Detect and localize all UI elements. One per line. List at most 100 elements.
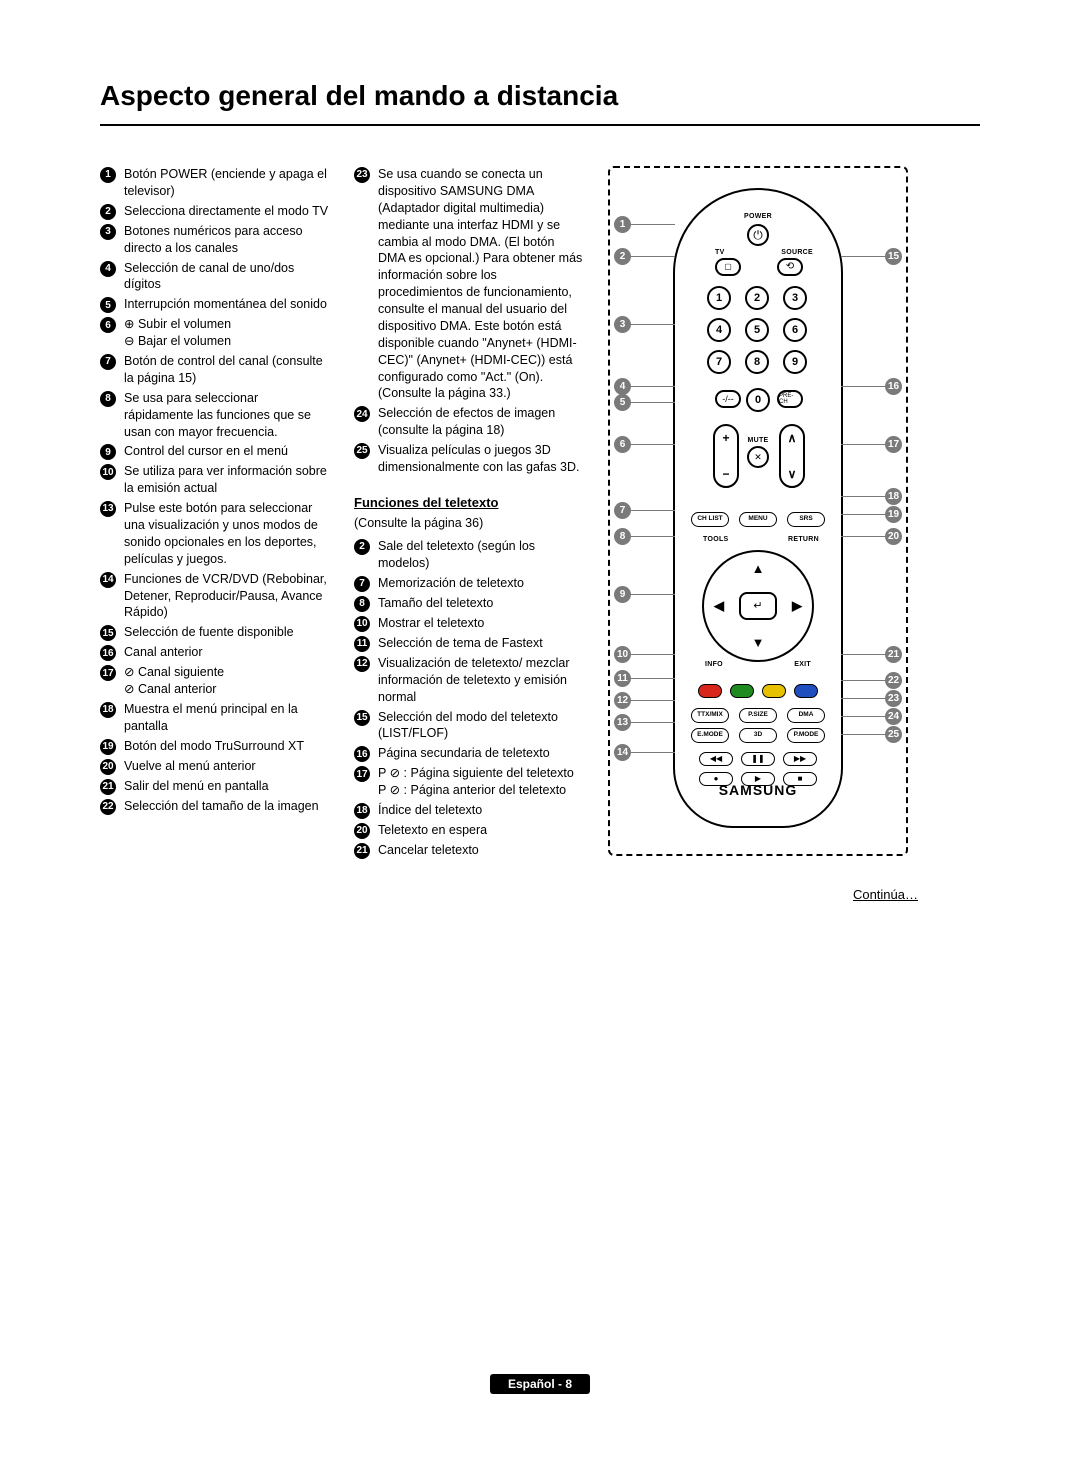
item-text: Cancelar teletexto <box>378 842 584 859</box>
leader-line <box>631 402 675 403</box>
item-number-badge: 10 <box>100 464 116 480</box>
zero-button: 0 <box>746 388 770 412</box>
brand-logo: SAMSUNG <box>719 781 798 800</box>
item-text: Muestra el menú principal en la pantalla <box>124 701 330 735</box>
list-item: 15Selección del modo del teletexto (LIST… <box>354 709 584 743</box>
return-label: RETURN <box>788 535 819 544</box>
list-item: 24Selección de efectos de imagen (consul… <box>354 405 584 439</box>
number-pad: 123456789 <box>707 286 809 374</box>
callout-16: 16 <box>885 378 902 395</box>
row-emode: E.MODE 3D P.MODE <box>691 728 825 743</box>
leader-line <box>631 752 675 753</box>
callout-3: 3 <box>614 316 631 333</box>
list-item: 23Se usa cuando se conecta un dispositiv… <box>354 166 584 402</box>
column-middle: 23Se usa cuando se conecta un dispositiv… <box>354 166 584 904</box>
num-button-1: 1 <box>707 286 731 310</box>
item-text: Selección del tamaño de la imagen <box>124 798 330 815</box>
num-button-2: 2 <box>745 286 769 310</box>
item-number-badge: 21 <box>100 779 116 795</box>
tv-label: TV <box>715 248 725 257</box>
yellow-button <box>762 684 786 698</box>
content-columns: 1Botón POWER (enciende y apaga el televi… <box>100 166 980 904</box>
remote-diagram: POWER ⏻ TV ▢ SOURCE ⟲ 123456789 -/-- 0 P… <box>608 166 908 856</box>
item-text: Tamaño del teletexto <box>378 595 584 612</box>
item-number-badge: 25 <box>354 443 370 459</box>
item-text: Sale del teletexto (según los modelos) <box>378 538 584 572</box>
callout-6: 6 <box>614 436 631 453</box>
list-item: 20Teletexto en espera <box>354 822 584 839</box>
list-item: 25 Visualiza películas o juegos 3D dimens… <box>354 442 584 476</box>
item-number-badge: 21 <box>354 843 370 859</box>
list-item: 12Visualización de teletexto/ mezclar in… <box>354 655 584 706</box>
item-text: Botón del modo TruSurround XT <box>124 738 330 755</box>
list-item: 21 Cancelar teletexto <box>354 842 584 859</box>
item-number-badge: 19 <box>100 739 116 755</box>
callout-17: 17 <box>885 436 902 453</box>
callout-20: 20 <box>885 528 902 545</box>
item-text: ⊘ Canal siguiente ⊘ Canal anterior <box>124 664 330 698</box>
callout-12: 12 <box>614 692 631 709</box>
list-item: 1Botón POWER (enciende y apaga el televi… <box>100 166 330 200</box>
item-number-badge: 17 <box>100 665 116 681</box>
leader-line <box>631 224 675 225</box>
item-text: Visualiza películas o juegos 3D dimensio… <box>378 442 584 476</box>
item-text: Índice del teletexto <box>378 802 584 819</box>
leader-line <box>841 514 885 515</box>
item-text: Botones numéricos para acceso directo a … <box>124 223 330 257</box>
list-item: 2 Sale del teletexto (según los modelos) <box>354 538 584 572</box>
item-number-badge: 3 <box>100 224 116 240</box>
num-button-6: 6 <box>783 318 807 342</box>
num-button-7: 7 <box>707 350 731 374</box>
forward-button: ▶▶ <box>783 752 817 766</box>
list-item: 15Selección de fuente disponible <box>100 624 330 641</box>
list-item: 22Selección del tamaño de la imagen <box>100 798 330 815</box>
dash-button: -/-- <box>715 390 741 408</box>
list-item: 11Selección de tema de Fastext <box>354 635 584 652</box>
callout-24: 24 <box>885 708 902 725</box>
item-number-badge: 13 <box>100 501 116 517</box>
item-text: P ⊘ : Página siguiente del teletexto P ⊘… <box>378 765 584 799</box>
callout-18: 18 <box>885 488 902 505</box>
leader-line <box>841 716 885 717</box>
item-number-badge: 9 <box>100 444 116 460</box>
list-item: 3 Botones numéricos para acceso directo a… <box>100 223 330 257</box>
channel-rocker: ∧∨ <box>779 424 805 488</box>
item-text: Memorización de teletexto <box>378 575 584 592</box>
item-number-badge: 20 <box>100 759 116 775</box>
leader-line <box>631 722 675 723</box>
volume-rocker: +− <box>713 424 739 488</box>
item-text: Visualización de teletexto/ mezclar info… <box>378 655 584 706</box>
info-label: INFO <box>705 660 723 669</box>
page-footer: Español - 8 <box>490 1374 590 1394</box>
callout-14: 14 <box>614 744 631 761</box>
item-text: Control del cursor en el menú <box>124 443 330 460</box>
item-text: Se utiliza para ver información sobre la… <box>124 463 330 497</box>
callout-15: 15 <box>885 248 902 265</box>
list-item: 20Vuelve al menú anterior <box>100 758 330 775</box>
list-item: 21Salir del menú en pantalla <box>100 778 330 795</box>
item-number-badge: 15 <box>100 625 116 641</box>
list-item: 13Pulse este botón para seleccionar una … <box>100 500 330 568</box>
dma-button: DMA <box>787 708 825 723</box>
callout-22: 22 <box>885 672 902 689</box>
item-number-badge: 23 <box>354 167 370 183</box>
item-number-badge: 2 <box>354 539 370 555</box>
psize-button: P.SIZE <box>739 708 777 723</box>
leader-line <box>841 536 885 537</box>
menu-button: MENU <box>739 512 777 527</box>
leader-line <box>841 698 885 699</box>
item-number-badge: 14 <box>100 572 116 588</box>
item-number-badge: 15 <box>354 710 370 726</box>
page-title: Aspecto general del mando a distancia <box>100 80 980 126</box>
mute-label: MUTE <box>675 436 841 445</box>
item-number-badge: 17 <box>354 766 370 782</box>
list-item: 7Memorización de teletexto <box>354 575 584 592</box>
item-text: ⊕ Subir el volumen ⊖ Bajar el volumen <box>124 316 330 350</box>
item-number-badge: 24 <box>354 406 370 422</box>
leader-line <box>631 594 675 595</box>
list-item: 4Selección de canal de uno/dos dígitos <box>100 260 330 294</box>
teletext-note: (Consulte la página 36) <box>354 515 584 532</box>
item-number-badge: 5 <box>100 297 116 313</box>
remote-body: POWER ⏻ TV ▢ SOURCE ⟲ 123456789 -/-- 0 P… <box>673 188 843 828</box>
prech-button: PRE-CH <box>777 390 803 408</box>
